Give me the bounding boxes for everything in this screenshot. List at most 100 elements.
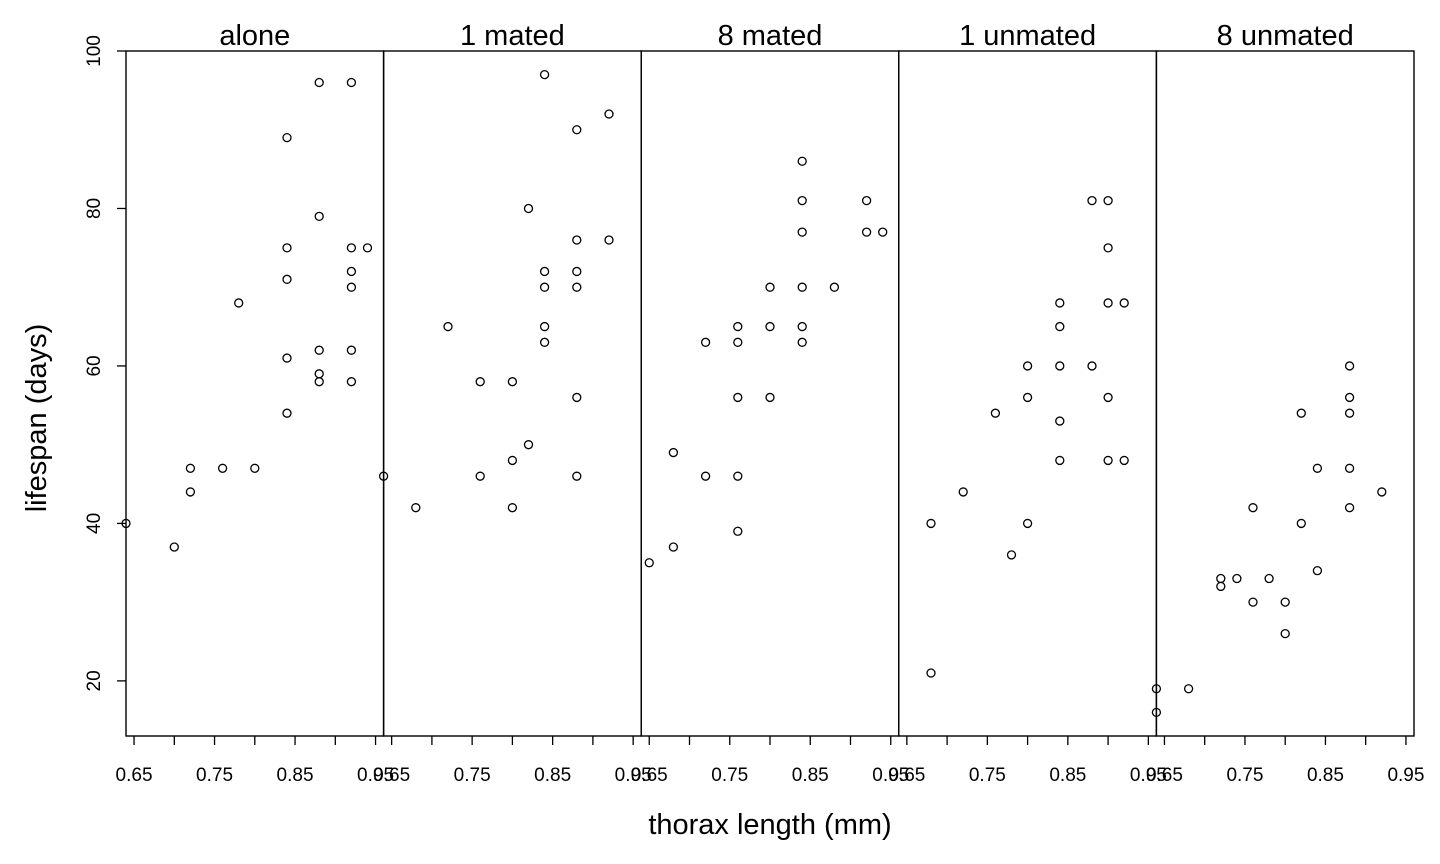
data-point (1296, 518, 1306, 529)
data-point (282, 274, 292, 284)
data-point (539, 282, 550, 292)
data-point (733, 526, 743, 536)
data-point (958, 487, 968, 497)
y-tick-label: 40 (84, 513, 105, 534)
data-point (1344, 361, 1355, 371)
x-tick-label: 0.75 (1226, 765, 1263, 786)
panel-title: 1 unmated (959, 20, 1096, 52)
data-point (346, 345, 357, 355)
data-point (797, 227, 807, 237)
data-point (282, 353, 292, 363)
data-point (1006, 550, 1017, 560)
data-point (1344, 392, 1355, 403)
data-point (346, 377, 357, 387)
data-point (1103, 298, 1113, 308)
data-point (990, 408, 1001, 418)
data-point (1055, 361, 1065, 371)
data-point (1103, 243, 1113, 253)
panel-frame (382, 50, 642, 737)
data-point (1022, 392, 1033, 403)
data-point (1183, 684, 1194, 694)
data-point (314, 377, 324, 387)
data-point (1055, 455, 1065, 466)
data-point (733, 471, 743, 481)
data-point (797, 321, 807, 332)
panel-title: alone (219, 20, 290, 52)
data-point (1377, 487, 1387, 497)
data-point (1022, 518, 1033, 529)
data-point (572, 125, 582, 135)
panel-8-mated: 8 mated (640, 20, 900, 737)
data-point (926, 518, 936, 529)
y-axis: 20 40 60 80 100 (84, 35, 126, 691)
panel-1-mated: 1 mated (378, 20, 642, 737)
data-point (878, 227, 888, 237)
panel-frame (125, 50, 385, 737)
data-point (1151, 707, 1162, 718)
data-point (411, 503, 421, 513)
data-point (234, 298, 244, 308)
data-point (443, 321, 453, 332)
data-point (765, 392, 775, 403)
data-point (523, 440, 534, 450)
panel-frame (1155, 50, 1415, 737)
x-tick-label: 0.95 (357, 765, 394, 786)
x-tick-label: 0.95 (615, 765, 652, 786)
data-point (539, 69, 550, 80)
panels-layer: alone 1 mated 8 mated 1 unmated 8 unmated (121, 20, 1415, 737)
data-point (1055, 416, 1065, 426)
data-point (1216, 581, 1226, 592)
data-point (539, 321, 550, 332)
data-point (700, 337, 711, 347)
x-tick-label: 0.85 (534, 765, 571, 786)
data-point (1216, 573, 1226, 584)
x-tick-label: 0.65 (631, 765, 668, 786)
data-point (475, 377, 485, 387)
data-point (346, 266, 357, 277)
data-point (1312, 566, 1323, 576)
data-point (1151, 684, 1162, 694)
data-point (861, 227, 872, 237)
x-tick-label: 0.85 (1307, 765, 1344, 786)
data-point (346, 282, 357, 292)
data-point (185, 487, 196, 497)
x-tick-label: 0.85 (1049, 765, 1086, 786)
data-point (1248, 503, 1258, 513)
panel-1-unmated: 1 unmated (898, 20, 1158, 737)
data-point (644, 558, 654, 568)
x-tick-label: 0.65 (888, 765, 925, 786)
data-point (1087, 195, 1097, 206)
data-point (507, 503, 518, 513)
data-point (378, 471, 389, 481)
data-point (733, 392, 743, 403)
data-point (1280, 628, 1290, 639)
data-point (1280, 597, 1290, 607)
panel-alone: alone (121, 20, 385, 737)
data-point (507, 377, 518, 387)
data-point (1103, 455, 1113, 466)
data-point (185, 463, 196, 473)
x-tick-label: 0.85 (277, 765, 314, 786)
y-tick-label: 80 (84, 198, 105, 219)
data-point (346, 77, 357, 88)
data-point (1296, 408, 1306, 418)
panel-8-unmated: 8 unmated (1151, 20, 1415, 737)
data-point (1055, 321, 1065, 332)
data-point (1344, 408, 1355, 418)
data-point (797, 337, 807, 347)
x-tick-label: 0.75 (969, 765, 1006, 786)
data-point (346, 243, 357, 253)
data-point (539, 337, 550, 347)
data-point (1344, 463, 1355, 473)
data-point (314, 211, 324, 221)
data-point (1232, 573, 1242, 584)
data-point (1055, 298, 1065, 308)
data-point (217, 463, 228, 473)
data-point (604, 235, 614, 245)
data-point (926, 668, 936, 678)
data-point (733, 321, 743, 332)
data-point (668, 542, 679, 552)
data-point (765, 321, 775, 332)
x-tick-label: 0.95 (1130, 765, 1167, 786)
data-point (797, 156, 807, 166)
